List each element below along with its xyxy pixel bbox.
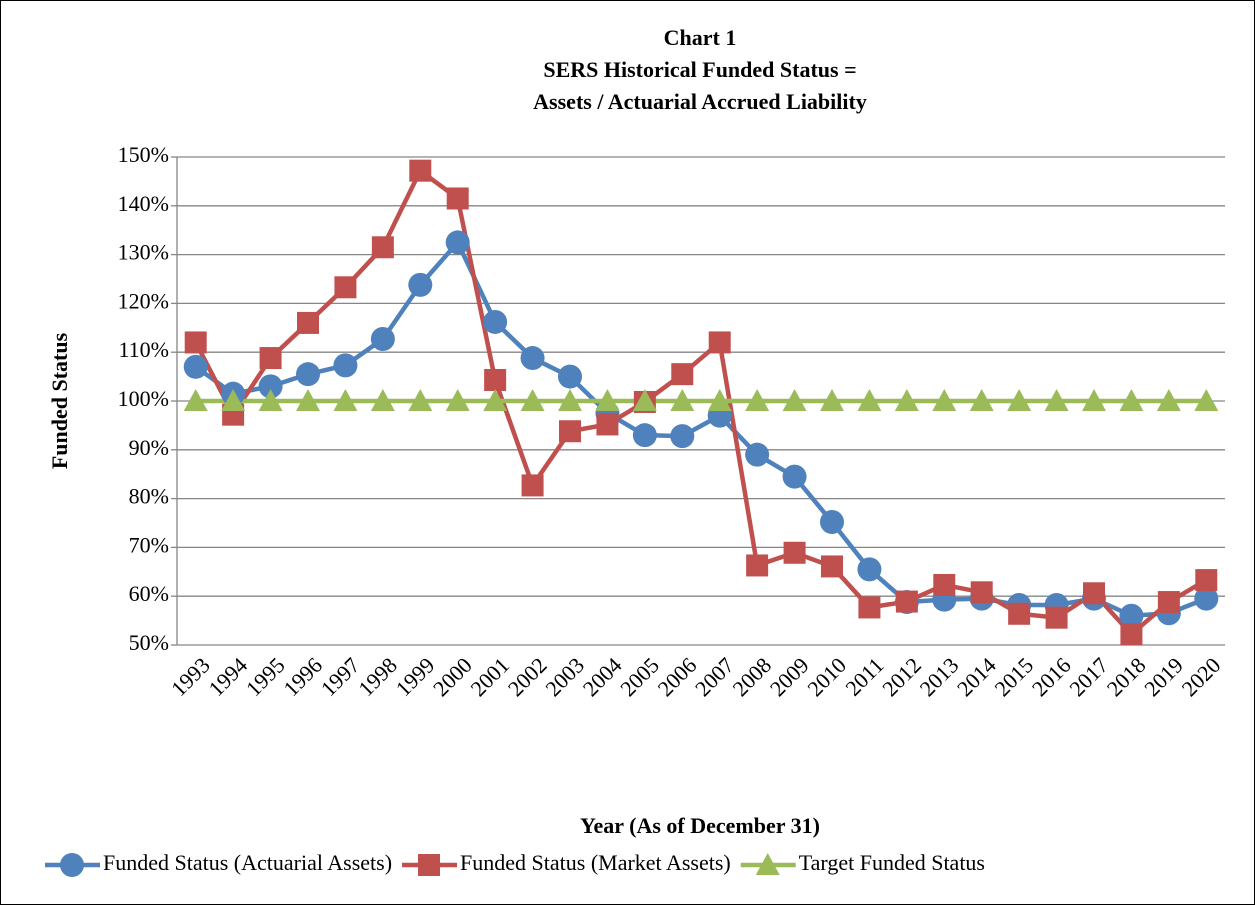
point xyxy=(708,331,731,354)
legend-marker xyxy=(418,854,441,876)
y-tick-label: 140% xyxy=(118,191,169,216)
point xyxy=(895,590,918,613)
point xyxy=(1083,582,1105,605)
y-tick-label: 80% xyxy=(129,484,169,509)
point xyxy=(221,389,246,411)
point xyxy=(184,331,207,354)
point xyxy=(183,389,208,411)
point xyxy=(1008,602,1031,625)
point xyxy=(670,389,695,411)
point xyxy=(1194,389,1219,411)
point xyxy=(858,596,881,619)
point xyxy=(970,581,993,604)
point xyxy=(484,369,507,392)
y-tick-label: 150% xyxy=(118,142,169,167)
series-line xyxy=(194,240,1208,618)
point xyxy=(632,389,657,411)
point xyxy=(1119,603,1144,628)
point xyxy=(1007,389,1032,411)
point xyxy=(408,389,433,411)
point xyxy=(1082,389,1106,411)
point xyxy=(259,347,282,370)
point xyxy=(559,420,581,443)
point xyxy=(558,389,582,411)
y-tick-label: 130% xyxy=(118,240,169,265)
point xyxy=(1044,389,1069,411)
point xyxy=(334,276,357,299)
point xyxy=(183,354,208,379)
point xyxy=(746,554,769,577)
point xyxy=(632,423,657,448)
point xyxy=(820,510,844,535)
point xyxy=(297,311,319,334)
point xyxy=(820,389,844,411)
point xyxy=(520,389,545,411)
point xyxy=(258,374,283,399)
y-tick-label: 100% xyxy=(118,386,169,411)
point xyxy=(409,159,432,182)
point xyxy=(445,389,470,411)
point xyxy=(969,389,994,411)
chart-title: Chart 1 xyxy=(664,25,737,50)
series-line xyxy=(193,168,1208,637)
point xyxy=(595,389,620,411)
y-tick-label: 110% xyxy=(118,337,169,362)
point xyxy=(520,346,545,371)
point xyxy=(745,389,770,411)
point xyxy=(445,230,470,255)
chart-title: SERS Historical Funded Status = xyxy=(543,57,856,82)
point xyxy=(483,309,508,334)
y-tick-label: 90% xyxy=(129,435,169,460)
point xyxy=(1119,389,1144,411)
legend-label: Target Funded Status xyxy=(799,850,985,875)
legend-label: Funded Status (Market Assets) xyxy=(460,850,731,875)
point xyxy=(333,389,358,411)
point xyxy=(1156,389,1181,411)
y-tick-label: 70% xyxy=(129,532,169,557)
y-tick-label: 60% xyxy=(129,581,169,606)
point xyxy=(370,327,395,352)
point xyxy=(671,363,694,386)
point xyxy=(370,389,395,411)
point xyxy=(333,353,358,378)
point xyxy=(894,389,919,411)
chart-title: Assets / Actuarial Accrued Liability xyxy=(533,89,867,114)
point xyxy=(745,442,770,467)
point xyxy=(408,272,433,297)
point xyxy=(857,389,882,411)
point xyxy=(933,573,956,596)
point xyxy=(782,389,807,411)
point xyxy=(483,389,508,411)
y-tick-label: 120% xyxy=(118,288,169,313)
point xyxy=(1045,606,1068,629)
point xyxy=(1195,569,1218,592)
point xyxy=(258,389,283,411)
point xyxy=(596,413,619,436)
point xyxy=(857,557,882,582)
legend-marker xyxy=(60,853,84,877)
point xyxy=(783,541,806,564)
point xyxy=(296,389,320,411)
point xyxy=(371,236,394,259)
point xyxy=(670,424,695,449)
legend-marker xyxy=(755,853,780,875)
point xyxy=(446,187,469,210)
point xyxy=(1194,586,1219,611)
legend-label: Funded Status (Actuarial Assets) xyxy=(103,850,392,875)
point xyxy=(1120,623,1143,646)
x-axis-label: Year (As of December 31) xyxy=(580,813,820,838)
y-tick-label: 50% xyxy=(129,630,169,655)
point xyxy=(707,389,732,411)
point xyxy=(296,362,320,387)
point xyxy=(932,389,957,411)
point xyxy=(521,474,544,497)
point xyxy=(558,364,582,389)
y-axis-label: Funded Status xyxy=(47,332,72,469)
point xyxy=(1157,591,1180,614)
point xyxy=(782,464,807,489)
point xyxy=(821,555,843,578)
